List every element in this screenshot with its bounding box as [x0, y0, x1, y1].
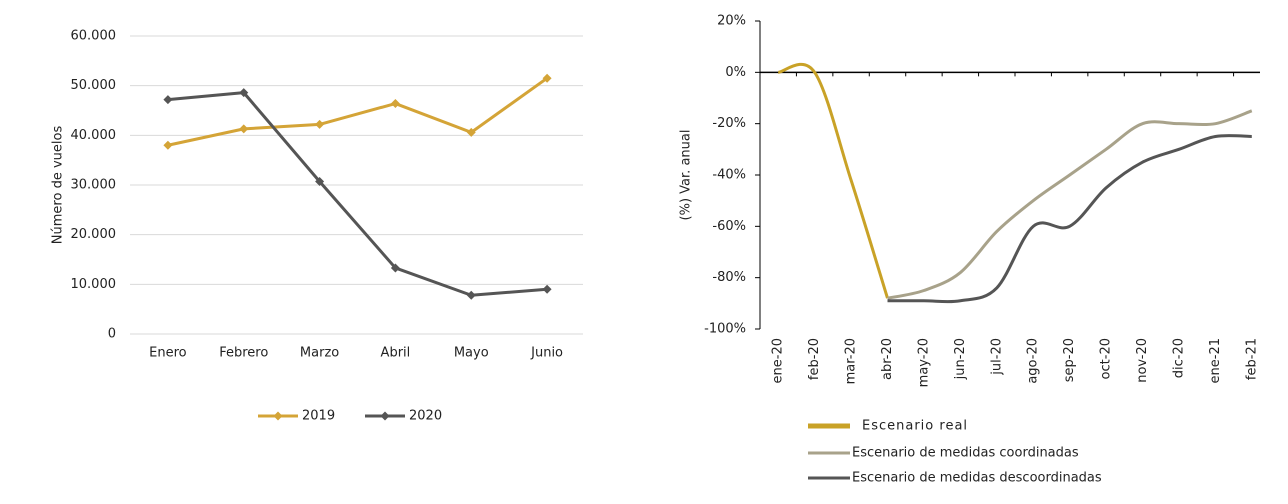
y-tick-label: 30.000 — [71, 178, 117, 193]
y-axis-label: Número de vuelos — [51, 126, 66, 245]
x-tick-label: Febrero — [219, 346, 268, 361]
y-tick-label: -60% — [712, 219, 746, 234]
x-tick-label: sep-20 — [1062, 338, 1077, 382]
y-tick-label: 0 — [108, 327, 116, 342]
marker — [163, 95, 173, 105]
series-line — [777, 62, 889, 299]
series-line — [167, 76, 548, 147]
x-tick-label: jul-20 — [989, 338, 1004, 376]
series-line — [887, 134, 1252, 304]
marker — [390, 263, 400, 273]
x-tick-label: dic-20 — [1171, 338, 1186, 378]
series-line — [887, 109, 1253, 300]
x-tick-label: Junio — [530, 346, 563, 361]
x-tick-label: abr-20 — [880, 338, 895, 380]
y-tick-label: 50.000 — [71, 78, 117, 93]
y-tick-label: 20% — [717, 14, 746, 29]
x-tick-label: Mayo — [454, 346, 489, 361]
marker — [542, 73, 552, 83]
x-tick-label: ago-20 — [1026, 338, 1041, 384]
marker — [239, 88, 249, 98]
y-tick-label: 40.000 — [71, 128, 117, 143]
x-tick-label: may-20 — [916, 338, 931, 387]
x-tick-label: Abril — [381, 346, 411, 361]
x-tick-label: mar-20 — [844, 338, 859, 384]
x-tick-label: ene-20 — [771, 338, 786, 383]
legend-marker — [380, 411, 390, 421]
y-tick-label: 0% — [725, 65, 746, 80]
marker — [163, 140, 173, 150]
legend-label: 2020 — [409, 409, 442, 424]
legend-label: Escenario de medidas descoordinadas — [852, 471, 1102, 486]
marker — [542, 284, 552, 294]
marker — [239, 124, 249, 134]
y-tick-label: -20% — [712, 116, 746, 131]
x-tick-label: Enero — [149, 346, 187, 361]
legend-label: Escenario de medidas coordinadas — [852, 446, 1079, 461]
marker — [390, 99, 400, 109]
y-axis-label: (%) Var. anual — [679, 130, 694, 221]
x-tick-label: feb-20 — [807, 338, 822, 380]
y-tick-label: -40% — [712, 168, 746, 183]
y-tick-label: 20.000 — [71, 227, 117, 242]
legend-marker — [273, 411, 283, 421]
x-tick-label: nov-20 — [1135, 338, 1150, 383]
legend-label: Escenario real — [862, 419, 968, 434]
marker — [315, 119, 325, 129]
x-tick-label: oct-20 — [1099, 338, 1114, 379]
y-tick-label: 10.000 — [71, 277, 117, 292]
marker — [466, 290, 476, 300]
x-tick-label: Marzo — [300, 346, 339, 361]
y-tick-label: 60.000 — [71, 29, 117, 44]
x-tick-label: feb-21 — [1244, 338, 1259, 380]
x-tick-label: jun-20 — [953, 338, 968, 380]
y-tick-label: -100% — [704, 322, 746, 337]
x-tick-label: ene-21 — [1208, 338, 1223, 383]
y-tick-label: -80% — [712, 270, 746, 285]
legend-label: 2019 — [302, 409, 335, 424]
marker — [466, 127, 476, 137]
series-line — [167, 91, 548, 297]
marker — [315, 177, 325, 187]
